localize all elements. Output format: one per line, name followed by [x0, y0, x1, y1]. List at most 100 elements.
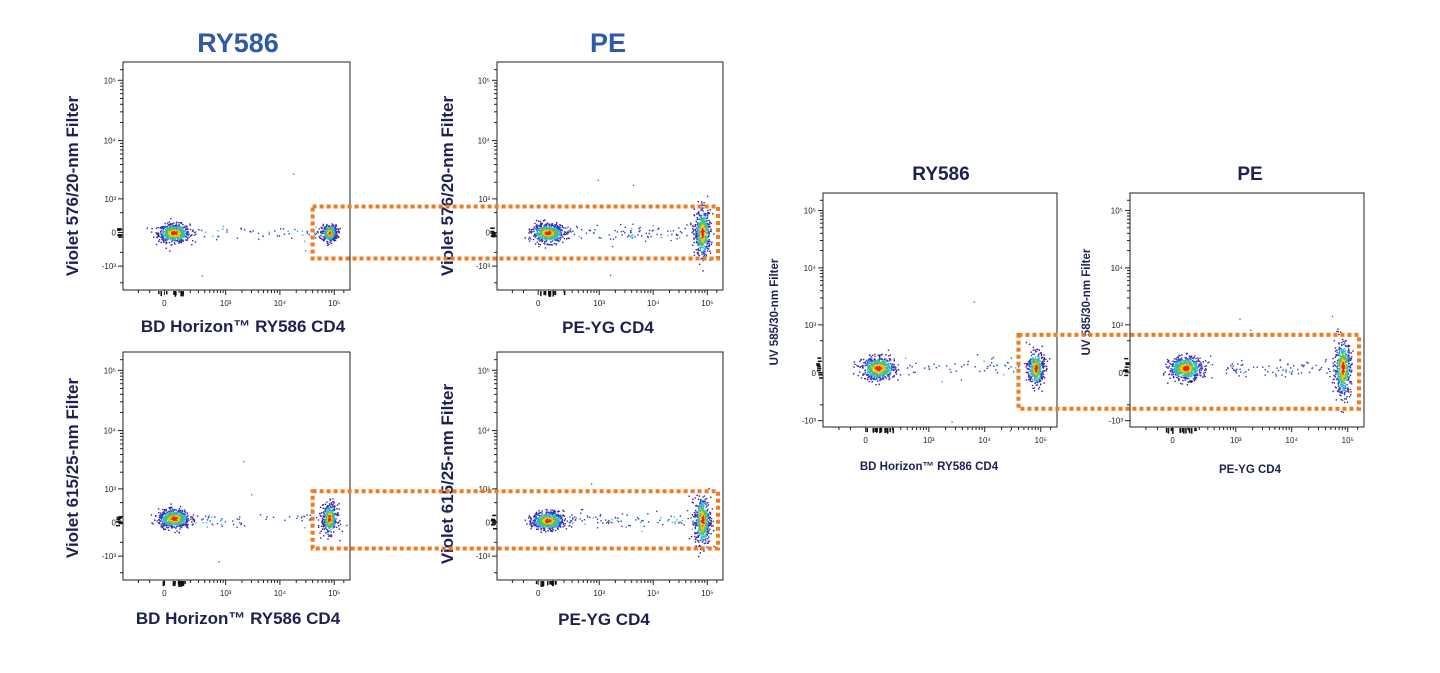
event-dot: [329, 232, 332, 234]
event-dot: [333, 531, 335, 533]
event-dot: [535, 523, 537, 526]
event-dot: [569, 228, 572, 230]
event-dot: [549, 233, 551, 235]
event-dot: [322, 239, 324, 241]
x-axis-label: PE-YG CD4: [558, 610, 650, 629]
event-dot: [320, 226, 322, 229]
event-dot: [329, 228, 331, 230]
event-dot: [696, 505, 699, 507]
event-dot: [535, 521, 537, 523]
event-dot: [535, 516, 537, 518]
event-dot: [708, 212, 710, 214]
event-dot: [695, 232, 698, 234]
event-dot: [706, 215, 709, 217]
event-dot: [705, 513, 708, 515]
event-dot: [284, 519, 286, 521]
event-dot: [710, 520, 712, 522]
event-dot: [336, 508, 338, 510]
event-dot: [597, 522, 599, 524]
y-tick-label: 10⁴: [104, 137, 117, 146]
event-dot: [554, 525, 557, 527]
event-dot: [173, 509, 175, 511]
axis-event-mark: [160, 291, 162, 297]
event-dot: [169, 226, 171, 228]
event-dot: [698, 541, 700, 543]
event-dot: [700, 512, 703, 514]
event-dot: [175, 223, 178, 226]
event-dot: [699, 529, 701, 531]
event-dot: [327, 523, 329, 525]
event-dot: [161, 235, 163, 237]
event-dot: [572, 230, 574, 232]
event-dot: [180, 526, 183, 529]
event-dot: [703, 529, 705, 532]
event-dot: [180, 515, 182, 517]
event-dot: [647, 513, 649, 515]
event-dot: [552, 518, 555, 520]
event-dot: [710, 222, 712, 224]
event-dot: [558, 225, 560, 228]
event-dot: [201, 519, 203, 521]
event-dot: [616, 231, 619, 233]
event-dot: [168, 510, 170, 513]
event-dot: [178, 509, 180, 511]
event-dot: [330, 236, 333, 238]
event-dot: [705, 247, 707, 249]
event-dot: [249, 230, 251, 233]
event-dot: [191, 524, 193, 526]
event-dot: [329, 235, 332, 237]
event-dot: [557, 514, 560, 516]
event-dot: [696, 515, 698, 517]
event-dot: [621, 513, 624, 515]
event-dot: [211, 516, 213, 518]
event-dot: [161, 238, 163, 241]
event-dot: [542, 518, 544, 520]
event-dot: [173, 230, 175, 233]
event-dot: [559, 229, 561, 231]
event-dot: [324, 237, 327, 239]
event-dot: [554, 511, 556, 513]
event-dot: [180, 512, 182, 514]
event-dot: [553, 226, 556, 228]
event-dot: [268, 233, 271, 235]
event-dot: [700, 498, 702, 501]
event-dot: [172, 226, 174, 228]
event-dot: [703, 227, 705, 229]
event-dot: [329, 517, 331, 519]
event-dot: [182, 513, 185, 515]
axis-event-mark: [490, 232, 495, 234]
event-dot: [699, 218, 702, 220]
event-dot: [550, 237, 552, 239]
event-dot: [645, 232, 647, 235]
event-dot: [236, 518, 238, 520]
event-dot: [322, 515, 324, 517]
event-dot: [548, 517, 550, 519]
event-dot: [165, 247, 167, 249]
event-dot: [706, 498, 708, 500]
event-dot: [696, 253, 699, 255]
event-dot: [706, 546, 708, 548]
event-dot: [181, 512, 184, 514]
event-dot: [323, 528, 326, 530]
event-dot: [301, 516, 303, 518]
event-dot: [321, 517, 324, 520]
event-dot: [702, 501, 704, 503]
event-dot: [699, 514, 701, 516]
event-dot: [705, 516, 707, 519]
event-dot: [698, 532, 701, 535]
event-dot: [690, 536, 693, 538]
event-dot: [709, 513, 711, 515]
event-dot: [697, 238, 700, 240]
event-dot: [568, 525, 570, 527]
event-dot: [694, 228, 696, 231]
event-dot: [324, 503, 327, 505]
event-dot: [540, 226, 543, 229]
event-dot: [628, 235, 630, 237]
event-dot: [632, 223, 634, 225]
event-dot: [155, 227, 158, 230]
event-dot: [656, 233, 658, 236]
event-dot: [660, 234, 662, 236]
event-dot: [710, 533, 712, 535]
event-dot: [528, 232, 530, 234]
event-dot: [703, 252, 705, 255]
